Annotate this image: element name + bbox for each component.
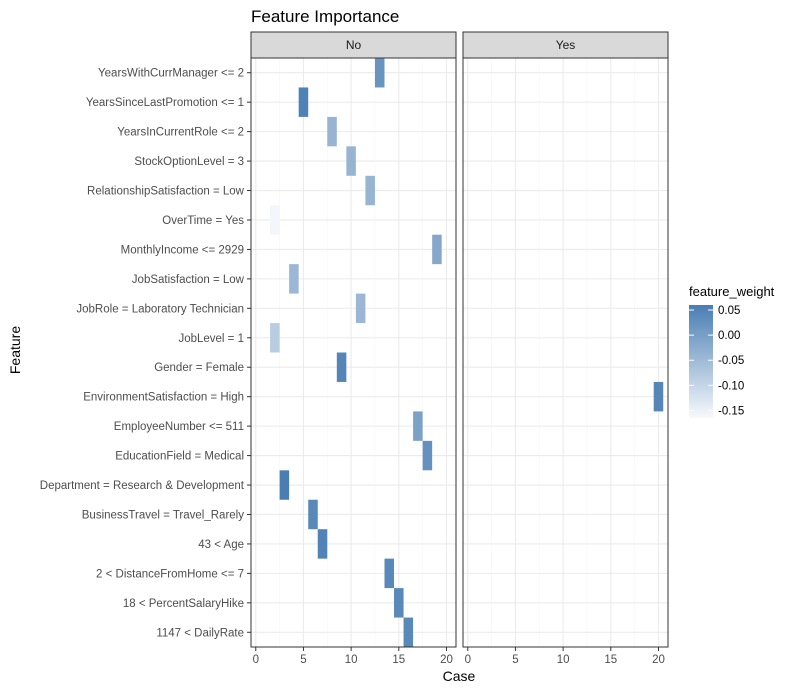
chart-title: Feature Importance xyxy=(251,7,399,26)
legend-label: 0.05 xyxy=(718,305,740,317)
y-tick-label: MonthlyIncome <= 2929 xyxy=(121,244,244,256)
y-tick-label: EducationField = Medical xyxy=(115,451,244,463)
y-tick-label: Gender = Female xyxy=(154,362,244,374)
legend-label: -0.05 xyxy=(718,355,744,367)
heatmap-tile xyxy=(336,352,347,382)
heatmap-tile xyxy=(413,411,423,441)
y-tick-label: JobSatisfaction = Low xyxy=(132,274,245,286)
heatmap-tile xyxy=(289,264,299,294)
y-tick-label: YearsSinceLastPromotion <= 1 xyxy=(86,97,244,109)
facet-panels: No Yes xyxy=(250,31,669,648)
x-tick-label: 10 xyxy=(557,654,570,666)
heatmap-tile xyxy=(298,87,309,117)
heatmap-tile xyxy=(279,470,290,500)
y-axis-tick-labels: YearsWithCurrManager <= 2 YearsSinceLastP… xyxy=(40,68,251,639)
heatmap-tile xyxy=(327,116,337,147)
legend-label: -0.10 xyxy=(718,380,744,392)
y-tick-label: BusinessTravel = Travel_Rarely xyxy=(82,509,244,521)
y-tick-label: JobLevel = 1 xyxy=(178,333,244,345)
y-tick-label: YearsInCurrentRole <= 2 xyxy=(117,127,244,139)
heatmap-tile xyxy=(317,529,328,559)
facet-strip xyxy=(250,31,457,59)
facet-strip-label: Yes xyxy=(556,38,576,52)
legend-label: 0.00 xyxy=(718,330,740,342)
y-tick-label: RelationshipSatisfaction = Low xyxy=(87,186,245,198)
x-tick-label: 15 xyxy=(604,654,617,666)
legend-label: -0.15 xyxy=(718,405,744,417)
y-tick-label: StockOptionLevel = 3 xyxy=(134,156,244,168)
panel-background xyxy=(463,58,668,647)
heatmap-tile xyxy=(270,323,280,353)
facet-panel-no: No xyxy=(250,31,457,648)
heatmap-tile xyxy=(308,499,318,530)
y-tick-label: 2 < DistanceFromHome <= 7 xyxy=(96,568,244,580)
x-axis-title: Case xyxy=(443,668,476,684)
y-tick-label: EmployeeNumber <= 511 xyxy=(114,421,244,433)
x-tick-label: 0 xyxy=(465,654,471,666)
y-tick-label: EnvironmentSatisfaction = High xyxy=(83,392,244,404)
y-tick-label: 1147 < DailyRate xyxy=(156,627,244,639)
heatmap-tile xyxy=(270,205,280,235)
x-tick-label: 10 xyxy=(345,654,358,666)
x-tick-label: 0 xyxy=(253,654,259,666)
x-axis-tick-labels: 0 5 10 15 20 0 5 10 15 20 xyxy=(253,647,665,666)
x-tick-label: 15 xyxy=(392,654,405,666)
heatmap-tile xyxy=(384,558,395,589)
y-axis-title: Feature xyxy=(7,326,23,374)
heatmap-tile xyxy=(403,617,414,647)
color-legend: feature_weight 0.05 0.00 -0.05 -0.10 -0.15 xyxy=(689,284,775,418)
heatmap-tile xyxy=(653,381,664,412)
heatmap-tile xyxy=(374,58,385,88)
legend-colorbar xyxy=(689,305,713,418)
y-tick-label: OverTime = Yes xyxy=(162,215,244,227)
facet-panel-yes: Yes xyxy=(462,31,669,648)
facet-strip xyxy=(462,31,669,59)
heatmap-tile xyxy=(432,234,442,265)
heatmap-tile xyxy=(365,175,375,206)
heatmap-tile xyxy=(422,440,433,471)
x-tick-label: 5 xyxy=(512,654,518,666)
heatmap-tile xyxy=(355,293,366,324)
heatmap-tile xyxy=(346,146,356,176)
x-tick-label: 20 xyxy=(652,654,665,666)
y-tick-label: YearsWithCurrManager <= 2 xyxy=(98,68,244,80)
x-tick-label: 20 xyxy=(440,654,453,666)
facet-strip-label: No xyxy=(346,38,362,52)
legend-title: feature_weight xyxy=(689,284,775,299)
y-tick-label: JobRole = Laboratory Technician xyxy=(76,303,244,315)
heatmap-tile xyxy=(394,588,404,618)
y-tick-label: 18 < PercentSalaryHike xyxy=(123,598,244,610)
y-tick-label: Department = Research & Development xyxy=(40,480,245,492)
y-tick-label: 43 < Age xyxy=(198,539,244,551)
x-tick-label: 5 xyxy=(300,654,306,666)
